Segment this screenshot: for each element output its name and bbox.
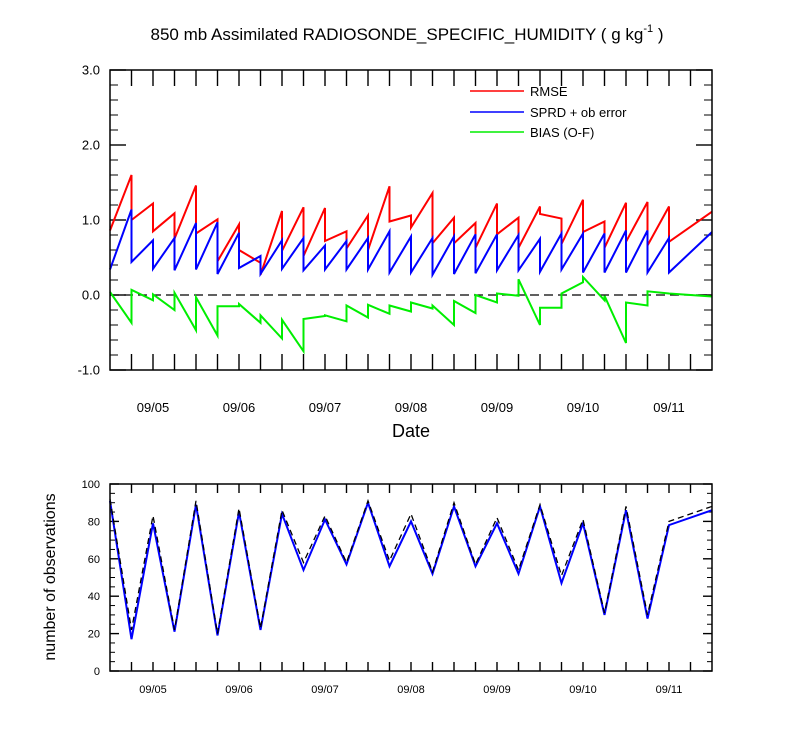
bottom-chart-ylabel: number of observations [42, 493, 59, 660]
top-chart-xtick-label-09-05: 09/05 [137, 400, 170, 415]
bottom-chart-ytick-label-40: 40 [88, 591, 100, 603]
bottom-chart-series [109, 498, 713, 640]
top-chart-series-sprd-ob-error [109, 209, 713, 279]
top-chart: 09/05 09/06 09/07 09/08 09/09 09/10 09/11 -1.0 0… [78, 63, 713, 441]
legend-sprd-label: SPRD + ob error [530, 105, 627, 120]
top-chart-xtick-label-09-06: 09/06 [223, 400, 256, 415]
chart-title-tail: ) [653, 25, 663, 44]
bottom-chart-series-dashed [109, 498, 713, 634]
top-chart-xtick-label-09-10: 09/10 [567, 400, 600, 415]
top-chart-xlabel: Date [392, 421, 430, 441]
top-chart-frame [109, 69, 713, 371]
legend-bias-label: BIAS (O-F) [530, 125, 594, 140]
bottom-chart-ytick-label-60: 60 [88, 554, 100, 566]
bottom-chart-xtick-label-09-10: 09/10 [569, 684, 597, 696]
top-chart-ytick-label-0-0: 0.0 [82, 288, 100, 303]
top-chart-series-rmse [109, 174, 713, 276]
bottom-chart-ticks [110, 483, 712, 672]
bottom-chart-frame [109, 483, 713, 672]
bottom-chart-xtick-label-09-08: 09/08 [397, 684, 425, 696]
chart-title-superscript: -1 [643, 23, 653, 35]
bottom-chart: 09/05 09/06 09/07 09/08 09/09 09/10 09/11 0 20 40… [42, 479, 713, 696]
bottom-chart-ytick-label-0: 0 [94, 666, 100, 678]
top-chart-ytick-label-1-0: 1.0 [82, 213, 100, 228]
top-chart-xtick-label-09-07: 09/07 [309, 400, 342, 415]
top-chart-ytick-label-2-0: 2.0 [82, 138, 100, 153]
legend-rmse-label: RMSE [530, 84, 568, 99]
bottom-chart-xtick-label-09-05: 09/05 [139, 684, 167, 696]
bottom-chart-xtick-label-09-06: 09/06 [225, 684, 253, 696]
top-chart-xtick-label-09-11: 09/11 [653, 400, 685, 415]
bottom-chart-xtick-label-09-07: 09/07 [311, 684, 339, 696]
top-chart-ytick-label-3-0: 3.0 [82, 63, 100, 78]
chart-title: 850 mb Assimilated RADIOSONDE_SPECIFIC_H… [151, 23, 664, 44]
bottom-chart-ytick-label-100: 100 [82, 479, 100, 491]
top-chart-xtick-label-09-08: 09/08 [395, 400, 428, 415]
bottom-chart-ytick-label-20: 20 [88, 629, 100, 641]
bottom-chart-ytick-label-80: 80 [88, 516, 100, 528]
bottom-chart-tick-labels: 09/05 09/06 09/07 09/08 09/09 09/10 09/11 0 20 40… [82, 479, 683, 696]
bottom-chart-series-solid [109, 499, 713, 640]
top-chart-series [109, 174, 713, 355]
bottom-chart-xtick-label-09-09: 09/09 [483, 684, 511, 696]
top-chart-ytick-label-1-0: -1.0 [78, 363, 100, 378]
top-chart-tick-labels: 09/05 09/06 09/07 09/08 09/09 09/10 09/11 -1.0 0… [78, 63, 685, 415]
top-chart-xtick-label-09-09: 09/09 [481, 400, 514, 415]
chart-title-main: 850 mb Assimilated RADIOSONDE_SPECIFIC_H… [151, 25, 644, 44]
top-chart-series-bias-o-f [109, 274, 713, 355]
bottom-chart-xtick-label-09-11: 09/11 [656, 684, 683, 696]
legend: RMSE SPRD + ob error BIAS (O-F) [470, 84, 627, 140]
